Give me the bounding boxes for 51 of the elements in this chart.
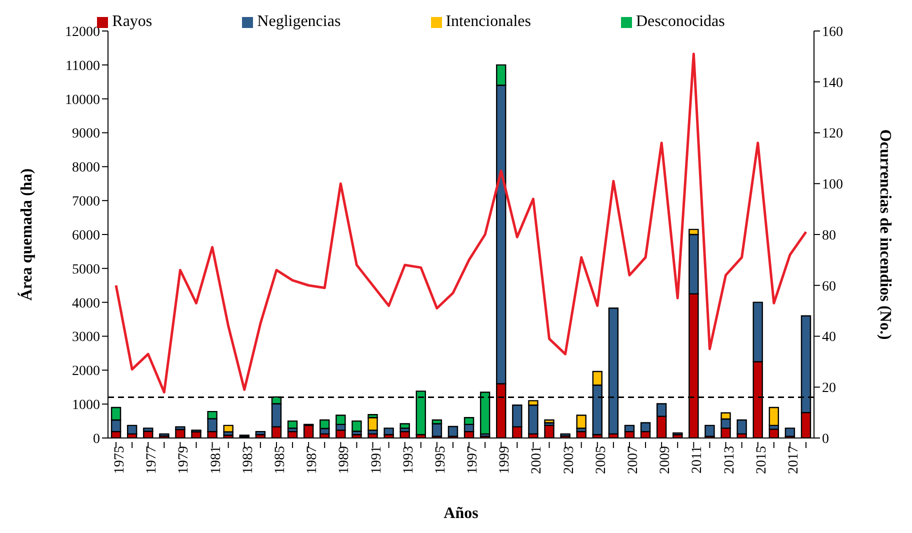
x-tick-label: 2007 xyxy=(626,446,641,474)
x-tick-label: 2005 xyxy=(594,446,609,474)
y2-tick-label: 120 xyxy=(822,126,843,142)
x-tick-label: 1983 xyxy=(240,446,256,474)
y-tick-label: 4000 xyxy=(72,296,100,312)
y-tick-label: 12000 xyxy=(65,24,100,40)
x-tick-label: 2013 xyxy=(722,446,738,474)
y2-tick-label: 40 xyxy=(822,330,836,346)
x-tick-label: 2009 xyxy=(658,446,674,474)
y2-tick-label: 140 xyxy=(822,76,843,91)
y-axis-title: Área quemada (ha) xyxy=(18,168,36,301)
x-tick-label: 1985 xyxy=(272,446,288,474)
y-tick-label: 6000 xyxy=(72,228,100,244)
y2-tick-label: 100 xyxy=(822,178,843,193)
y2-tick-label: 0 xyxy=(822,432,829,447)
y2-axis-title: Ocurrencias de incendios (No.) xyxy=(876,129,894,340)
x-tick-label: 1987 xyxy=(305,446,320,474)
y-tick-label: 9000 xyxy=(72,126,100,142)
x-tick-label: 1999 xyxy=(498,446,513,474)
legend-label: Intencionales xyxy=(446,13,531,30)
y-tick-label: 3000 xyxy=(72,330,100,346)
x-tick-label: 2015 xyxy=(754,446,770,474)
y-tick-label: 11000 xyxy=(66,58,100,74)
x-tick-label: 1997 xyxy=(466,446,481,474)
y-tick-label: 10000 xyxy=(65,92,100,108)
y2-tick-label: 160 xyxy=(822,24,843,40)
x-tick-label: 1995 xyxy=(433,446,448,474)
x-tick-label: 2003 xyxy=(562,446,577,474)
x-tick-label: 2017 xyxy=(786,446,802,474)
y2-tick-label: 60 xyxy=(822,279,836,294)
x-tick-label: 1979 xyxy=(176,446,192,474)
x-tick-label: 1993 xyxy=(401,446,416,474)
x-tick-label: 1991 xyxy=(369,446,384,474)
legend-label: Desconocidas xyxy=(636,13,725,30)
x-tick-label: 1975 xyxy=(112,446,128,474)
x-tick-label: 2011 xyxy=(690,446,706,474)
y-tick-label: 8000 xyxy=(72,160,100,176)
y2-tick-label: 20 xyxy=(822,381,836,396)
y-tick-label: 5000 xyxy=(72,262,100,278)
y-tick-label: 0 xyxy=(93,432,100,447)
x-tick-label: 2001 xyxy=(530,446,545,474)
x-axis-title: Años xyxy=(444,505,478,522)
x-tick-label: 1989 xyxy=(337,446,352,474)
x-tick-label: 1977 xyxy=(144,446,160,474)
y-tick-label: 2000 xyxy=(72,364,100,380)
legend-label: Rayos xyxy=(112,13,152,30)
legend-label: Negligencias xyxy=(257,13,341,30)
y-tick-label: 1000 xyxy=(72,398,100,414)
y2-tick-label: 80 xyxy=(822,228,836,244)
y-tick-label: 7000 xyxy=(72,194,100,210)
x-tick-label: 1981 xyxy=(208,446,224,474)
